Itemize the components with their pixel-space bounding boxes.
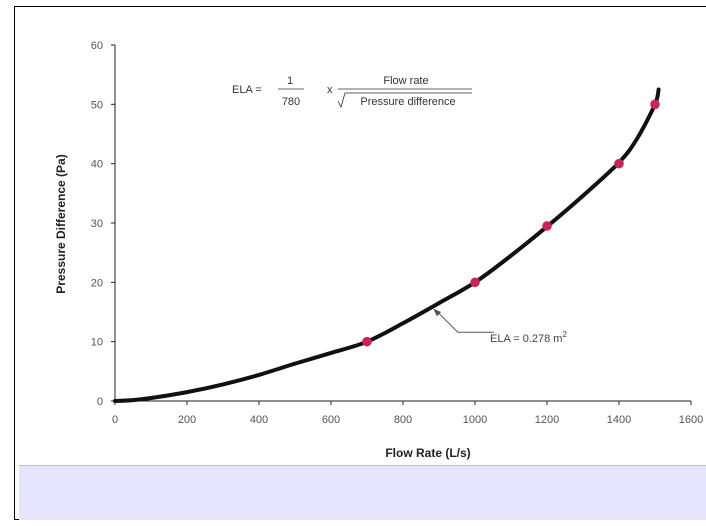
x-tick-label: 400: [250, 414, 268, 426]
ela-formula: ELA = 1 780 x Flow rate Pressure differe…: [232, 75, 472, 109]
x-tick-label: 600: [322, 414, 340, 426]
x-tick-label: 1600: [679, 414, 703, 426]
formula-lhs: ELA =: [232, 84, 262, 96]
formula-denominator-one: 780: [282, 96, 300, 108]
ela-annotation: ELA = 0.278 m2: [433, 308, 567, 345]
annotation-label: ELA = 0.278 m2: [490, 330, 567, 345]
formula-times: x: [327, 84, 333, 96]
y-tick-label: 10: [91, 337, 103, 349]
data-point-marker: [470, 277, 480, 288]
ela-curve: [113, 87, 661, 403]
x-tick-label: 800: [394, 414, 412, 426]
annotation-arrowhead: [433, 308, 442, 317]
x-tick-label: 200: [178, 414, 196, 426]
x-tick-label: 1000: [463, 414, 487, 426]
formula-numerator-two: Flow rate: [383, 75, 428, 87]
formula-numerator-one: 1: [287, 75, 293, 87]
data-markers: [362, 99, 660, 347]
y-tick-label: 60: [91, 40, 103, 52]
formula-denominator-two: Pressure difference: [360, 96, 455, 108]
data-point-marker: [650, 99, 660, 110]
data-point-marker: [542, 221, 552, 231]
caption-band: [19, 465, 706, 520]
x-tick-label: 0: [112, 414, 118, 426]
data-point-marker: [362, 336, 372, 347]
annotation-leader-line: [436, 310, 494, 333]
annotation-superscript: 2: [562, 330, 567, 339]
y-tick-label: 30: [91, 218, 103, 230]
y-axis-title: Pressure Difference (Pa): [54, 154, 68, 293]
x-ticks: 0 200 400 600 800 1000 1200 1400 1600: [112, 401, 703, 426]
x-axis-title: Flow Rate (L/s): [385, 446, 470, 460]
annotation-text: ELA = 0.278 m: [490, 333, 562, 345]
figure-frame: [14, 6, 706, 520]
y-tick-label: 20: [91, 277, 103, 289]
x-tick-label: 1200: [535, 414, 559, 426]
y-tick-label: 40: [91, 159, 103, 171]
y-ticks: 0 10 20 30 40 50 60: [91, 40, 115, 408]
y-tick-label: 50: [91, 99, 103, 111]
x-tick-label: 1400: [607, 414, 631, 426]
formula-sqrt-sign: [337, 92, 472, 109]
data-point-marker: [614, 158, 624, 169]
y-tick-label: 0: [97, 396, 103, 408]
